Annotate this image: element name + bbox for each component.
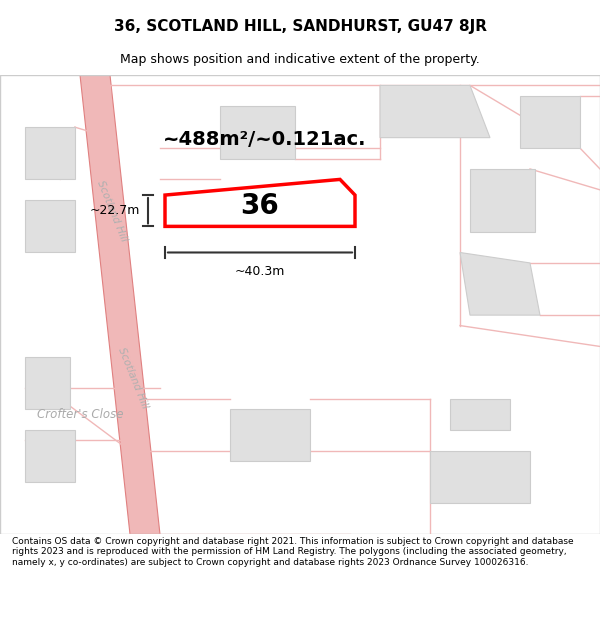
Polygon shape [470, 169, 535, 232]
Polygon shape [380, 86, 490, 138]
Polygon shape [220, 106, 295, 159]
Polygon shape [450, 399, 510, 430]
Polygon shape [25, 430, 75, 482]
Text: ~488m²/~0.121ac.: ~488m²/~0.121ac. [163, 130, 367, 149]
Text: 36: 36 [241, 191, 280, 219]
Text: ~22.7m: ~22.7m [89, 204, 140, 217]
Polygon shape [520, 96, 580, 148]
Polygon shape [25, 127, 75, 179]
Polygon shape [230, 409, 310, 461]
Text: Contains OS data © Crown copyright and database right 2021. This information is : Contains OS data © Crown copyright and d… [12, 537, 574, 567]
Polygon shape [430, 451, 530, 503]
Text: Scotland Hill: Scotland Hill [95, 179, 129, 242]
Polygon shape [80, 75, 160, 534]
Polygon shape [25, 200, 75, 252]
Text: Map shows position and indicative extent of the property.: Map shows position and indicative extent… [120, 52, 480, 66]
Text: Crofter's Close: Crofter's Close [37, 408, 123, 421]
Text: ~40.3m: ~40.3m [235, 265, 285, 278]
Polygon shape [25, 357, 70, 409]
Text: Scotland Hill: Scotland Hill [116, 346, 150, 410]
Polygon shape [165, 179, 355, 226]
Text: 36, SCOTLAND HILL, SANDHURST, GU47 8JR: 36, SCOTLAND HILL, SANDHURST, GU47 8JR [113, 19, 487, 34]
Polygon shape [460, 253, 540, 315]
